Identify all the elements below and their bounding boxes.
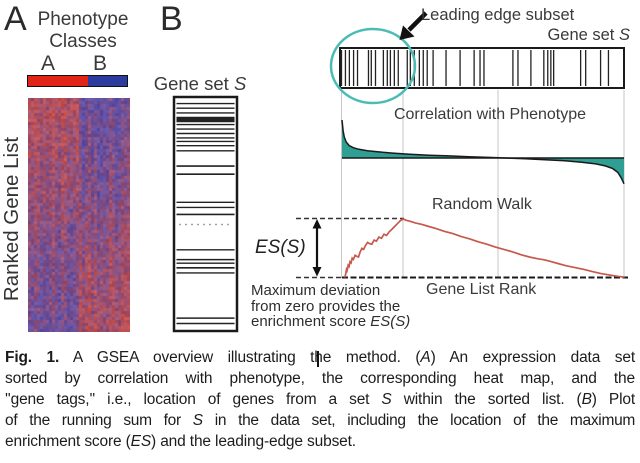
max-deviation-line1: Maximum deviation: [251, 282, 381, 299]
max-deviation-note: Maximum deviation from zero provides the…: [251, 283, 451, 330]
max-deviation-line2: from zero provides the: [251, 297, 401, 315]
caption-line-4: of the running sum for S in the data set…: [5, 412, 635, 429]
phenotype-title-line2: Classes: [49, 31, 117, 52]
phenotype-class-bar: [27, 75, 128, 87]
panel-a-letter: A: [4, 0, 27, 38]
caption-line-1: Fig. 1. A GSEA overview illustrating the…: [5, 349, 635, 366]
gene-list-rank-label: Gene List Rank: [426, 281, 537, 298]
expression-heatmap: [28, 98, 130, 332]
class-a-label: A: [40, 52, 55, 75]
leading-edge-subset-label: Leading edge subset: [421, 6, 575, 24]
text-cursor[interactable]: [317, 351, 319, 367]
class-b-label: B: [92, 52, 107, 75]
es-s-label: ES(S): [255, 237, 306, 258]
class-b-bar: [87, 76, 127, 86]
correlation-with-phenotype-label: Correlation with Phenotype: [393, 106, 587, 123]
gene-set-s-right-label: Gene set S: [547, 26, 630, 44]
caption-line-2: sorted by correlation with phenotype, th…: [5, 370, 635, 387]
panel-b-graphics: [172, 11, 628, 333]
phenotype-title-line1: Phenotype: [37, 9, 129, 30]
caption-line-5: enrichment score (ES) and the leading-ed…: [5, 433, 356, 450]
panel-b-letter: B: [160, 0, 183, 38]
caption-line-3: ''gene tags,'' i.e., location of genes f…: [5, 391, 635, 408]
class-a-bar: [28, 76, 88, 86]
random-walk-label: Random Walk: [432, 196, 532, 213]
figure-caption[interactable]: Fig. 1. A GSEA overview illustrating the…: [5, 347, 635, 452]
max-deviation-line3: enrichment score ES(S): [251, 313, 411, 330]
gene-set-s-label: Gene set S: [153, 73, 247, 94]
